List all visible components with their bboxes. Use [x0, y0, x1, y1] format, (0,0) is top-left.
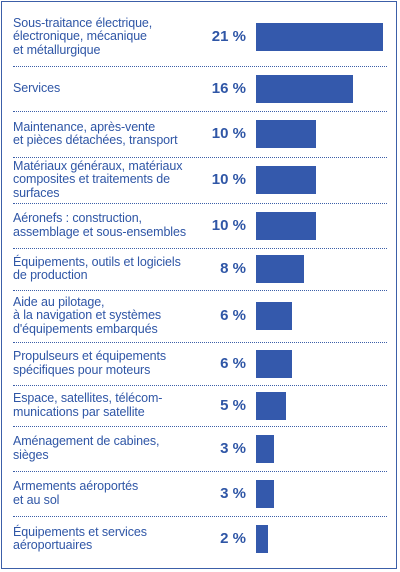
value-label: 5 %: [220, 396, 246, 414]
value-label: 6 %: [220, 354, 246, 372]
bar: [256, 302, 293, 330]
bar: [256, 211, 317, 240]
bar: [256, 479, 275, 508]
category-label: Matériaux généraux, matériaux composites…: [13, 158, 183, 200]
row-divider: [13, 111, 387, 112]
row-divider: [13, 471, 387, 472]
bar: [256, 434, 275, 463]
row-divider: [13, 426, 387, 427]
bar: [256, 349, 293, 378]
value-label: 8 %: [220, 260, 246, 277]
bar: [256, 120, 317, 148]
bar: [256, 391, 287, 420]
row-divider: [13, 203, 387, 204]
value-label: 10 %: [211, 125, 246, 142]
category-label: Équipements et services aéroportuaires: [13, 524, 147, 552]
category-label: Aménagement de cabines, sièges: [13, 434, 160, 462]
bar: [256, 166, 317, 194]
bar: [256, 74, 353, 103]
category-label: Équipements, outils et logiciels de prod…: [13, 254, 181, 282]
value-label: 3 %: [220, 484, 246, 502]
value-label: 21 %: [211, 28, 246, 45]
category-label: Espace, satellites, télécom- munications…: [13, 391, 163, 419]
category-label: Propulseurs et équipements spécifiques p…: [13, 349, 167, 377]
category-label: Maintenance, après-vente et pièces détac…: [13, 119, 178, 147]
row-divider: [13, 385, 387, 386]
value-label: 3 %: [220, 439, 246, 457]
category-label: Aide au pilotage, à la navigation et sys…: [13, 294, 162, 336]
bar: [256, 23, 383, 51]
value-label: 16 %: [211, 79, 246, 97]
row-divider: [13, 290, 387, 291]
value-label: 2 %: [220, 530, 246, 547]
row-divider: [13, 516, 387, 517]
category-label: Aéronefs : construction, assemblage et s…: [13, 211, 186, 239]
bar: [256, 255, 305, 283]
category-label: Sous-traitance électrique, électronique,…: [13, 15, 153, 57]
value-label: 10 %: [211, 216, 246, 234]
row-divider: [13, 66, 387, 67]
category-label: Services: [13, 80, 61, 95]
row-divider: [13, 248, 387, 249]
category-label: Armements aéroportés et au sol: [13, 479, 139, 507]
row-divider: [13, 342, 387, 343]
bar: [256, 525, 269, 553]
value-label: 6 %: [220, 307, 246, 324]
row-divider: [13, 157, 387, 158]
value-label: 10 %: [211, 171, 246, 188]
